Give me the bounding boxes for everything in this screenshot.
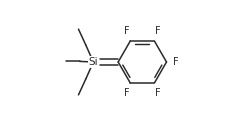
Text: Si: Si [88,57,98,67]
Text: F: F [173,57,178,67]
Text: F: F [124,26,130,36]
Text: F: F [155,26,160,36]
Text: F: F [155,88,160,98]
Text: F: F [124,88,130,98]
